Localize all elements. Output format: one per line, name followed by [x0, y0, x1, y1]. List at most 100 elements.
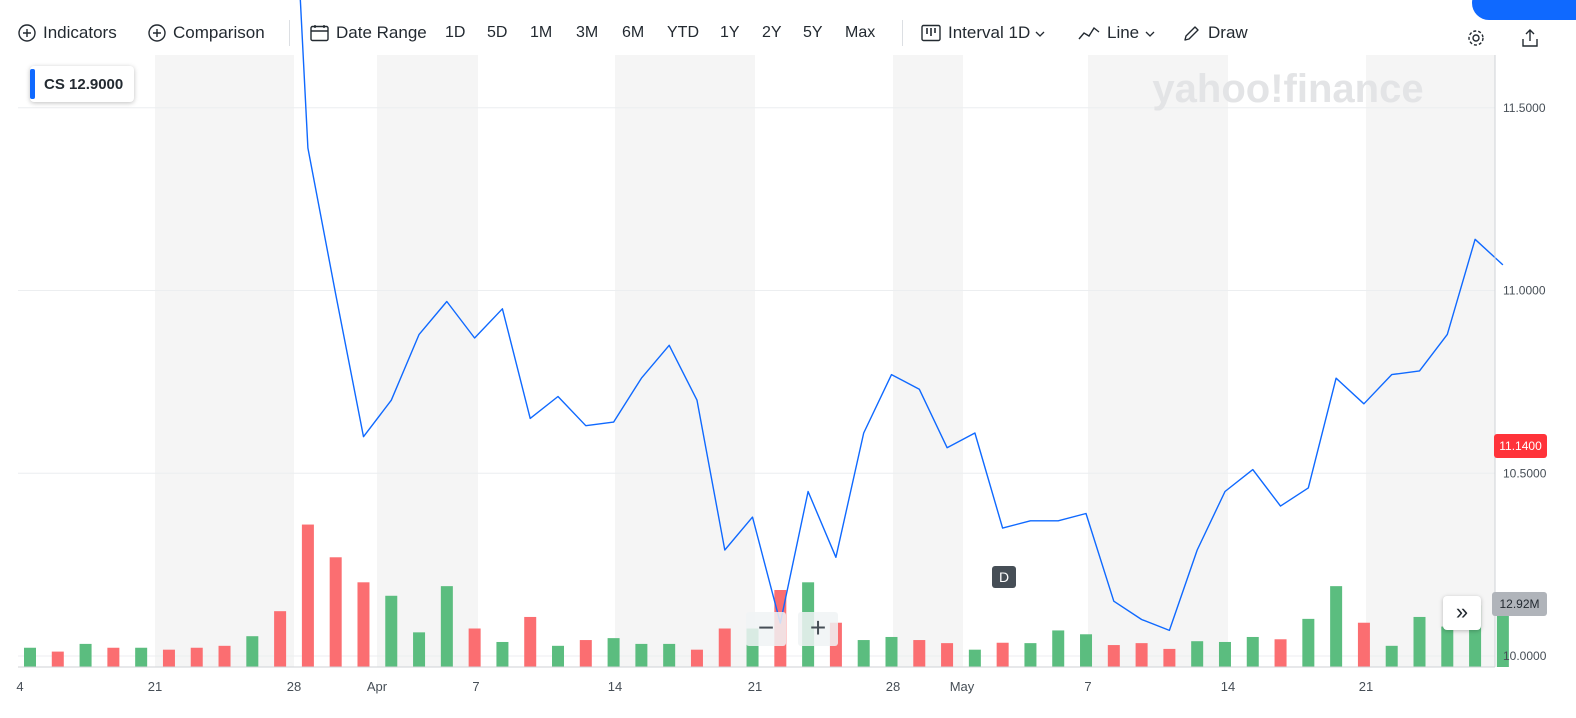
range-5d[interactable]: 5D	[487, 24, 508, 41]
chevron-down-icon	[1035, 23, 1045, 43]
chart-toolbar: Indicators Comparison Date Range 1D 5D 1…	[0, 0, 1576, 60]
y-tick-label: 10.0000	[1503, 649, 1547, 663]
indicators-button[interactable]: Indicators	[18, 20, 117, 46]
draw-button[interactable]: Draw	[1182, 20, 1248, 46]
volume-bar	[246, 636, 259, 667]
volume-bar	[357, 582, 370, 667]
volume-bar	[885, 636, 898, 667]
volume-bar	[1496, 609, 1509, 667]
volume-bar	[274, 611, 287, 667]
volume-bar	[329, 557, 342, 667]
range-6m[interactable]: 6M	[622, 24, 645, 41]
volume-bar	[579, 640, 592, 667]
tooltip-value: 12.9000	[69, 75, 124, 93]
volume-bar	[385, 595, 398, 667]
tooltip-symbol: CS	[44, 75, 65, 93]
volume-bar	[24, 647, 36, 667]
x-tick-label: 14	[1221, 679, 1235, 694]
indicators-label: Indicators	[43, 23, 117, 42]
period-band	[893, 55, 963, 667]
volume-bar	[1357, 622, 1370, 667]
x-tick-label: 21	[748, 679, 762, 694]
volume-bar	[1302, 618, 1315, 667]
watermark: yahoo!finance	[1152, 67, 1423, 111]
volume-bar	[1080, 634, 1093, 667]
volume-bar	[79, 643, 92, 667]
volume-bar	[496, 641, 509, 667]
volume-bar	[218, 645, 231, 667]
volume-bar	[1218, 641, 1231, 667]
volume-bar	[190, 647, 203, 667]
range-ytd[interactable]: YTD	[667, 24, 699, 41]
volume-bar	[440, 586, 453, 667]
y-tick-label: 11.0000	[1503, 284, 1546, 298]
period-band	[155, 55, 294, 667]
volume-bar	[857, 640, 870, 667]
period-band	[377, 55, 478, 667]
zoom-in-button[interactable]: +	[798, 612, 838, 646]
volume-label: 12.92M	[1492, 592, 1547, 616]
period-band	[615, 55, 755, 667]
volume-bar	[913, 640, 926, 667]
volume-bar	[135, 647, 148, 667]
scroll-right-button[interactable]: »	[1443, 596, 1481, 630]
x-tick-label: 14	[608, 679, 622, 694]
toolbar-divider	[289, 20, 290, 46]
x-tick-label: 28	[886, 679, 900, 694]
share-icon[interactable]	[1520, 28, 1540, 48]
date-range-button[interactable]: Date Range	[310, 20, 427, 46]
calendar-icon	[310, 24, 329, 42]
last-price-label: 11.1400	[1494, 434, 1547, 458]
volume-bar	[996, 642, 1009, 667]
volume-bar	[607, 638, 620, 667]
chevron-down-icon	[1145, 23, 1155, 43]
volume-bar	[1191, 641, 1204, 667]
volume-bar	[301, 524, 314, 667]
chart-type-dropdown[interactable]: Line	[1078, 20, 1155, 46]
price-line[interactable]	[18, 0, 1504, 632]
range-max[interactable]: Max	[845, 24, 876, 41]
dividend-marker[interactable]: D	[992, 566, 1016, 588]
range-5y[interactable]: 5Y	[803, 24, 823, 41]
volume-bar	[690, 649, 703, 667]
period-band	[1366, 55, 1495, 667]
plus-circle-icon	[148, 24, 166, 42]
interval-value: 1D	[1008, 23, 1031, 42]
volume-bar	[718, 628, 731, 667]
zoom-out-button[interactable]: −	[746, 612, 786, 646]
volume-bar	[552, 645, 565, 667]
volume-bar	[468, 628, 481, 667]
volume-bar	[1107, 645, 1120, 667]
candlestick-icon	[921, 24, 941, 42]
volume-bar	[107, 647, 120, 667]
range-1d[interactable]: 1D	[445, 24, 466, 41]
volume-bar	[1385, 645, 1398, 667]
range-2y[interactable]: 2Y	[762, 24, 782, 41]
volume-bar	[968, 649, 981, 667]
x-tick-label: 21	[1359, 679, 1373, 694]
pencil-icon	[1182, 24, 1201, 43]
x-tick-label: 28	[287, 679, 301, 694]
gear-icon[interactable]	[1466, 28, 1486, 48]
range-1y[interactable]: 1Y	[720, 24, 740, 41]
volume-bar	[663, 643, 676, 667]
volume-bar	[1413, 616, 1426, 667]
fullscreen-button[interactable]	[1472, 0, 1576, 20]
line-chart-icon	[1078, 25, 1100, 41]
volume-bar	[1246, 636, 1259, 667]
volume-bar	[1330, 586, 1343, 667]
chart-type-label: Line	[1107, 23, 1140, 42]
crosshair-tooltip: CS 12.9000	[30, 66, 134, 102]
x-tick-label: 4	[16, 679, 23, 694]
volume-bar	[1274, 639, 1287, 667]
series-color-marker	[30, 69, 35, 99]
range-1m[interactable]: 1M	[530, 24, 553, 41]
comparison-button[interactable]: Comparison	[148, 20, 265, 46]
period-band	[1088, 55, 1228, 667]
x-tick-label: 21	[148, 679, 162, 694]
range-3m[interactable]: 3M	[576, 24, 599, 41]
volume-bar	[941, 643, 954, 667]
interval-dropdown[interactable]: Interval 1D	[921, 20, 1045, 46]
x-tick-label: Apr	[367, 679, 388, 694]
